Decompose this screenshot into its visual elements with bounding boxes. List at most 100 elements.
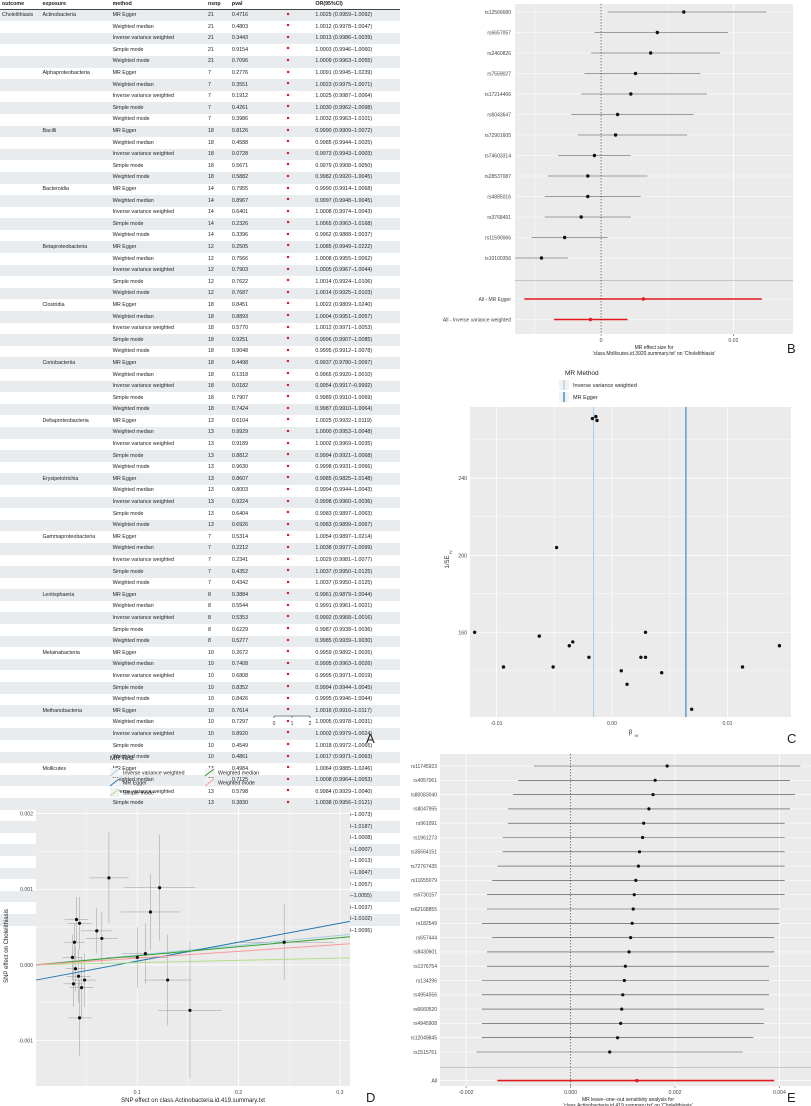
effect-point (579, 215, 583, 219)
forest-cell (263, 264, 314, 277)
x-tick-label: 0.1 (134, 1090, 141, 1096)
snp-point (95, 929, 99, 933)
method-cell: Simple mode (110, 797, 206, 810)
or-cell: 0.9995 (0.9971−1.0019) (315, 672, 373, 679)
y-tick-label: 0.001 (20, 887, 33, 893)
nsnp-cell: 14 (205, 218, 230, 230)
forest-mini (286, 163, 289, 166)
or-point (286, 140, 289, 143)
exposure-cell (40, 346, 110, 358)
table-row: Weighted mode 18 0.9048 0.9995 (0.9912−1.00… (0, 346, 400, 358)
forest-cell (263, 79, 314, 91)
or-point (286, 441, 289, 444)
legend-label: Inverse variance weighted (573, 383, 637, 389)
x-tick-label: 0.2 (235, 1090, 242, 1096)
outcome-cell (0, 821, 41, 833)
effect-point (642, 821, 646, 825)
method-cell: Weighted median (110, 195, 206, 207)
table-header-row: outcome exposure method nsnp pval OR(95%CI) (0, 0, 400, 10)
forest-mini (286, 337, 289, 340)
effect-point (588, 317, 593, 322)
or-point (286, 383, 289, 386)
effect-point (592, 153, 597, 158)
nsnp-cell: 7 (205, 542, 230, 555)
table-row: Simple mode 13 0.3830 1.0038 (0.9956−1.0121… (0, 797, 400, 810)
pval-cell: 0.9630 (231, 464, 249, 471)
or-point (286, 232, 289, 235)
or-point (286, 568, 290, 572)
or-point (286, 626, 289, 630)
forest-mini (286, 221, 290, 224)
forest-mini (286, 708, 289, 711)
nsnp-cell: 7 (207, 93, 211, 100)
table-row: Weighted median 12 0.7566 1.0008 (0.9955−1.… (0, 253, 400, 265)
method-cell: Weighted mode (112, 348, 150, 355)
exposure-cell (40, 276, 110, 288)
outcome-cell (0, 44, 40, 56)
forest-mini (286, 429, 289, 433)
outcome-cell (0, 55, 41, 68)
forest-cell (263, 9, 314, 22)
snp-point (188, 1008, 192, 1012)
pval-cell: 0.7096 (229, 55, 264, 68)
forest-mini (286, 279, 289, 282)
nsnp-cell: 21 (205, 55, 230, 68)
method-cell: MR Egger (112, 417, 137, 424)
nsnp-cell: 7 (207, 533, 211, 540)
pval-cell: 0.6229 (231, 626, 249, 633)
forest-cell (264, 717, 314, 729)
forest-cell (263, 55, 314, 68)
forest-mini (286, 58, 289, 62)
outcome-cell: Cholelithiasis (0, 9, 41, 22)
effect-point (637, 850, 642, 854)
pval-cell: 0.5314 (231, 533, 249, 540)
method-cell: Simple mode (112, 46, 144, 53)
or-point (286, 47, 289, 50)
forest-cell (264, 439, 314, 451)
or-cell: 1.0003 (0.9946−1.0060) (315, 46, 373, 53)
or-point (286, 499, 289, 502)
snp-label: rs1961273 (413, 835, 437, 841)
outcome-cell (0, 555, 40, 567)
exposure-cell (40, 171, 111, 184)
outcome-cell (0, 658, 41, 671)
or-point (286, 151, 289, 154)
funnel-point (643, 655, 648, 660)
or-point (286, 557, 290, 560)
funnel-point (740, 665, 745, 669)
table-row: Weighted median 8 0.5544 0.9991 (0.9961−1.0… (0, 601, 400, 613)
nsnp-cell: 10 (205, 658, 230, 671)
snp-point (157, 886, 162, 890)
pval-cell: 0.4588 (231, 139, 249, 146)
snp-point (107, 876, 111, 880)
or-point (286, 719, 289, 722)
exposure-cell: Gammaproteobacteria (42, 533, 96, 540)
or-point (286, 116, 290, 120)
or-point (286, 337, 289, 340)
pval-cell: 0.8003 (231, 487, 249, 494)
forest-cell (263, 195, 314, 207)
x-axis-label: 'class.Mollicutes.id.3920.summary.txt' o… (593, 351, 716, 356)
outcome-cell (0, 913, 41, 926)
snp-point (71, 982, 76, 986)
forest-cell (263, 148, 314, 161)
or-cell: 1.0023 (0.9975−1.0071) (313, 79, 400, 91)
effect-point (682, 10, 686, 14)
pval-cell: 0.4549 (231, 742, 249, 749)
effect-point (620, 1007, 624, 1011)
exposure-cell: Bacilli (40, 125, 111, 138)
outcome-cell (0, 519, 41, 532)
pval-cell: 0.4261 (229, 102, 264, 114)
exposure-cell (40, 380, 111, 393)
method-cell: MR Egger (112, 765, 137, 772)
funnel-point (587, 655, 591, 660)
nsnp-cell: 13 (205, 450, 230, 462)
forest-cell (263, 311, 314, 323)
nsnp-cell: 13 (207, 487, 214, 494)
nsnp-cell: 10 (205, 751, 230, 764)
forest-mini (286, 638, 289, 641)
snp-label: rs6730157 (413, 893, 437, 899)
snp-label: rs8430601 (413, 950, 437, 956)
or-cell: 0.9995 (0.9963−1.0026) (313, 658, 400, 671)
snp-label: All - MR Egger (478, 297, 511, 303)
